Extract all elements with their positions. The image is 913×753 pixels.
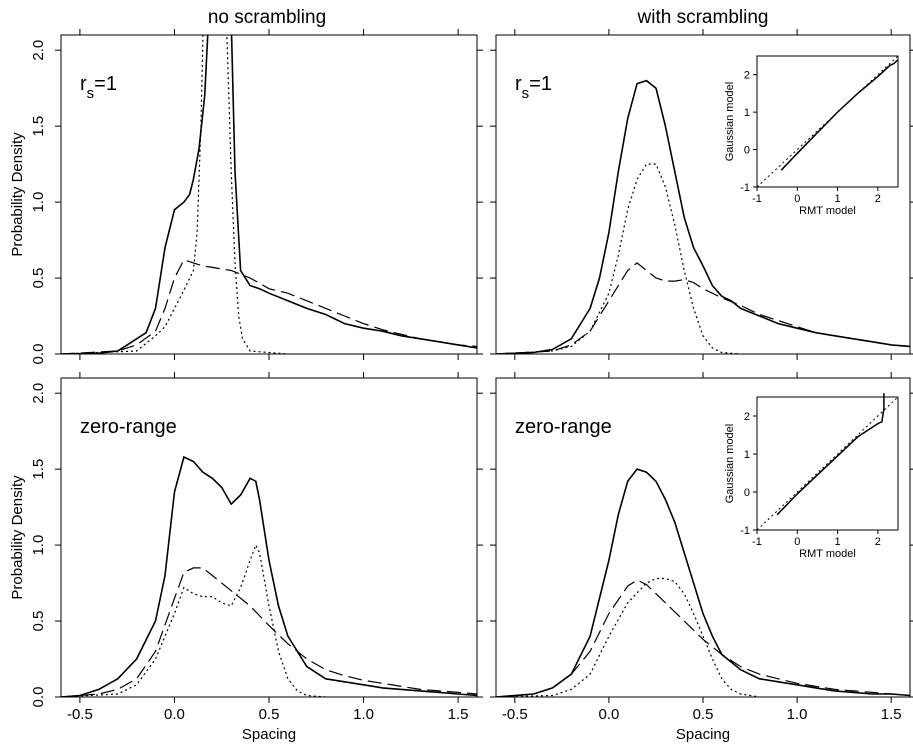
inset-y-tick-label: 0 [744,487,750,499]
inset-x-tick-label: 1 [835,193,841,205]
x-tick-label: 0.5 [259,706,280,723]
inset-series-solid [780,59,899,171]
annotation-main: zero-range [80,416,177,438]
inset-x-axis-label: RMT model [799,548,856,560]
x-axis-label: Spacing [676,726,730,743]
series-solid-line [61,35,477,354]
series-dotted-line [61,35,288,354]
annotation-rest: =1 [529,73,552,95]
series-solid-line [496,468,910,697]
series-dotted-line [496,163,741,354]
panel-annotation: zero-range [80,416,177,438]
y-tick-label: 0.0 [30,687,47,708]
y-axis-label: Probability Density [9,475,26,600]
panel-annotation: rs=1 [80,73,117,102]
inset-series-dotted [756,55,899,188]
x-axis-label: Spacing [242,726,296,743]
series-dotted-line [496,577,760,697]
inset-x-tick-label: 1 [835,536,841,548]
panel-top-left: 0.0 0.5 1.0 1.5 2.0 Probability Density rs=1 [9,29,483,365]
inset-y-tick-label: -1 [740,182,750,194]
x-tick-label: 0.5 [693,706,714,723]
series-dashed-line [496,262,910,354]
x-tick-label: 0.0 [164,706,185,723]
x-tick-label: 1.0 [787,706,808,723]
series-dashed-line [61,567,477,697]
x-tick-label: -0.5 [67,706,93,723]
inset-y-tick-label: -1 [740,525,750,537]
inset-y-tick-label: 2 [744,411,750,423]
series-dashed-line [496,579,910,697]
x-tick-label: 1.0 [353,706,374,723]
annotation-rest: =1 [94,73,117,95]
series-solid-line [61,455,477,697]
y-tick-label: 1.0 [30,192,47,213]
y-tick-label: 0.0 [30,344,47,365]
y-tick-label: 0.5 [30,268,47,289]
y-tick-label: 2.0 [30,40,47,61]
panel-annotation: rs=1 [515,73,552,102]
col-title-left: no scrambling [208,7,326,28]
x-tick-label: -0.5 [502,706,528,723]
inset-y-tick-label: 1 [744,449,750,461]
series-dashed-line [61,259,477,354]
inset-x-tick-label: 2 [875,193,881,205]
y-tick-label: 0.5 [30,611,47,632]
y-tick-label: 1.5 [30,459,47,480]
inset-y-axis-label: Gaussian model [724,82,736,162]
y-tick-label: 1.5 [30,116,47,137]
inset-x-tick-label: 0 [794,536,800,548]
inset-y-axis-label: Gaussian model [724,424,736,504]
inset-y-tick-label: 1 [744,107,750,119]
plot-frame [60,34,478,355]
inset-x-axis-label: RMT model [799,205,856,217]
series-dotted-line [61,543,326,697]
x-tick-label: 1.5 [448,706,469,723]
annotation-main: zero-range [515,416,612,438]
inset-x-tick-label: 0 [794,193,800,205]
annotation-subscript: s [522,85,530,102]
inset-x-tick-label: 2 [875,536,881,548]
x-tick-label: 0.0 [598,706,619,723]
inset-y-tick-label: 0 [744,145,750,157]
x-tick-label: 1.5 [881,706,902,723]
annotation-main: r [80,73,87,95]
inset-qq-plot: -1 0 1 2 -1 0 1 2 RMT model Gaussian model [724,55,899,217]
inset-x-tick-label: -1 [752,536,762,548]
panel-annotation: zero-range [515,416,612,438]
inset-x-tick-label: -1 [752,193,762,205]
y-tick-label: 2.0 [30,383,47,404]
panel-top-right: rs=1 -1 0 1 2 -1 0 1 2 RMT model Gaussian model [490,29,913,360]
annotation-subscript: s [87,85,95,102]
y-tick-label: 1.0 [30,535,47,556]
panel-bottom-left: -0.5 0.0 0.5 1.0 1.5 0.0 0.5 1.0 1.5 2.0 Probabili… [9,372,483,743]
inset-series-dotted [756,396,899,531]
col-title-right: with scrambling [637,7,769,28]
inset-series-solid [776,393,885,516]
inset-qq-plot: -1 0 1 2 -1 0 1 2 RMT model Gaussian model [724,393,899,560]
annotation-main: r [515,73,522,95]
inset-y-tick-label: 2 [744,70,750,82]
y-axis-label: Probability Density [9,132,26,257]
